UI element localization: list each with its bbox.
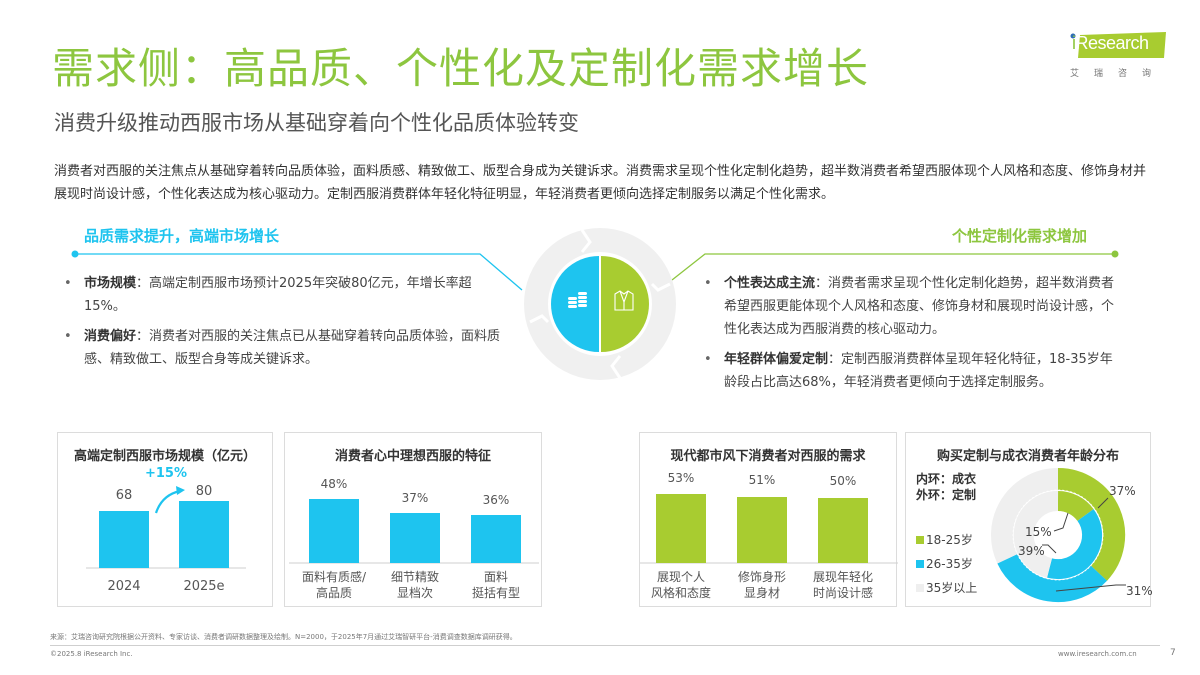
svg-text:48%: 48% (321, 477, 348, 491)
svg-text:展现个人: 展现个人 (657, 570, 705, 584)
bullet-young-prefer-custom: 年轻群体偏爱定制：定制西服消费群体呈现年轻化特征，18-35岁年龄段占比高达68… (702, 348, 1122, 394)
svg-text:展现年轻化: 展现年轻化 (813, 570, 873, 584)
bullet-personal-expression: 个性表达成主流：消费者需求呈现个性化定制化趋势，超半数消费者希望西服更能体现个人… (702, 272, 1122, 341)
iresearch-logo: iResearch 艾瑞咨询 (1068, 28, 1168, 84)
chart-card-age-distribution: 购买定制与成衣消费者年龄分布 内环：成衣 外环：定制 18-25岁 26-35岁… (905, 432, 1152, 607)
chart-card-market-size: 高端定制西服市场规模（亿元） 68 80 +15% 2024 2025e (57, 432, 273, 607)
chart-card-ideal-features: 消费者心中理想西服的特征 48% 37% 36% 面料有质感/ 高品质 细节精致… (284, 432, 542, 607)
right-half-green (601, 256, 649, 352)
page-title: 需求侧：高品质、个性化及定制化需求增长 (52, 44, 870, 93)
suit-jacket-icon (614, 290, 634, 311)
double-donut-chart: 37% 15% 39% 31% (991, 467, 1152, 603)
svg-text:2024: 2024 (107, 579, 140, 594)
bar-chart-market-size: 68 80 +15% 2024 2025e (86, 466, 246, 594)
logo-wordmark: iResearch (1072, 33, 1149, 53)
left-section-heading: 品质需求提升，高端市场增长 (84, 227, 280, 245)
logo-badge-shape (1070, 32, 1166, 58)
svg-text:37%: 37% (402, 491, 429, 505)
svg-text:显身材: 显身材 (744, 585, 780, 600)
svg-text:挺括有型: 挺括有型 (472, 585, 520, 600)
bullet-consumer-preference: 消费偏好：消费者对西服的关注焦点已从基础穿着转向品质体验，面料质感、精致做工、版… (62, 325, 502, 371)
source-note: 来源：艾瑞咨询研究院根据公开资料、专家访谈、消费者调研数据整理及绘制。N=200… (50, 633, 517, 641)
chart-card-urban-demand: 现代都市风下消费者对西服的需求 53% 51% 50% 展现个人 风格和态度 修… (639, 432, 898, 607)
legend-swatch (916, 584, 924, 592)
chart-title: 消费者心中理想西服的特征 (334, 449, 491, 464)
svg-text:50%: 50% (830, 474, 857, 488)
svg-text:31%: 31% (1126, 584, 1152, 598)
bar-chart-urban-demand: 53% 51% 50% 展现个人 风格和态度 修饰身形 显身材 展现年轻化 时尚… (640, 471, 898, 600)
page-subtitle: 消费升级推动西服市场从基础穿着向个性化品质体验转变 (54, 111, 579, 135)
svg-text:51%: 51% (749, 473, 776, 487)
growth-arrow-icon (154, 489, 181, 514)
legend-item-35-plus: 35岁以上 (916, 579, 977, 596)
svg-text:高品质: 高品质 (316, 585, 352, 600)
legend-swatch (916, 560, 924, 568)
legend-swatch (916, 536, 924, 544)
bar-chart-ideal-features: 48% 37% 36% 面料有质感/ 高品质 细节精致 显档次 面料 挺括有型 (289, 477, 539, 600)
legend-item-26-35: 26-35岁 (916, 555, 973, 572)
svg-text:39%: 39% (1018, 544, 1045, 558)
left-bullet-list: 市场规模：高端定制西服市场预计2025年突破80亿元，年增长率超15%。 消费偏… (62, 272, 502, 378)
logo-chinese: 艾瑞咨询 (1070, 69, 1167, 79)
svg-text:68: 68 (116, 488, 133, 503)
copyright: ©2025.8 iResearch Inc. (50, 650, 133, 658)
svg-text:80: 80 (196, 484, 213, 499)
svg-text:面料: 面料 (484, 570, 508, 584)
legend-item-18-25: 18-25岁 (916, 531, 973, 548)
ring-labels: 内环：成衣 外环：定制 (916, 472, 977, 502)
svg-text:+15%: +15% (145, 466, 187, 481)
chart-title: 现代都市风下消费者对西服的需求 (670, 449, 866, 464)
svg-text:15%: 15% (1025, 525, 1052, 539)
center-circle-graphic (520, 224, 680, 384)
svg-text:53%: 53% (668, 471, 695, 485)
chart-title: 高端定制西服市场规模（亿元） (73, 449, 256, 464)
summary-paragraph: 消费者对西服的关注焦点从基础穿着转向品质体验，面料质感、精致做工、版型合身成为关… (54, 164, 1147, 202)
coins-stack-icon (568, 292, 587, 308)
svg-text:风格和态度: 风格和态度 (651, 585, 711, 600)
right-section-heading: 个性定制化需求增加 (952, 227, 1088, 245)
bar-2025e (179, 501, 229, 568)
svg-text:36%: 36% (483, 493, 510, 507)
bar-2024 (99, 511, 149, 568)
svg-text:时尚设计感: 时尚设计感 (813, 585, 873, 600)
page-number: 7 (1170, 648, 1176, 658)
svg-text:2025e: 2025e (183, 579, 224, 594)
chart-title: 购买定制与成衣消费者年龄分布 (936, 449, 1119, 464)
svg-text:显档次: 显档次 (397, 586, 433, 600)
svg-text:面料有质感/: 面料有质感/ (302, 569, 367, 584)
svg-text:细节精致: 细节精致 (391, 570, 439, 584)
right-bullet-list: 个性表达成主流：消费者需求呈现个性化定制化趋势，超半数消费者希望西服更能体现个人… (702, 272, 1122, 401)
bullet-market-size: 市场规模：高端定制西服市场预计2025年突破80亿元，年增长率超15%。 (62, 272, 502, 318)
svg-text:37%: 37% (1109, 484, 1136, 498)
footer-divider (50, 645, 1160, 646)
website-link[interactable]: www.iresearch.com.cn (1058, 650, 1137, 658)
svg-text:修饰身形: 修饰身形 (738, 569, 786, 584)
